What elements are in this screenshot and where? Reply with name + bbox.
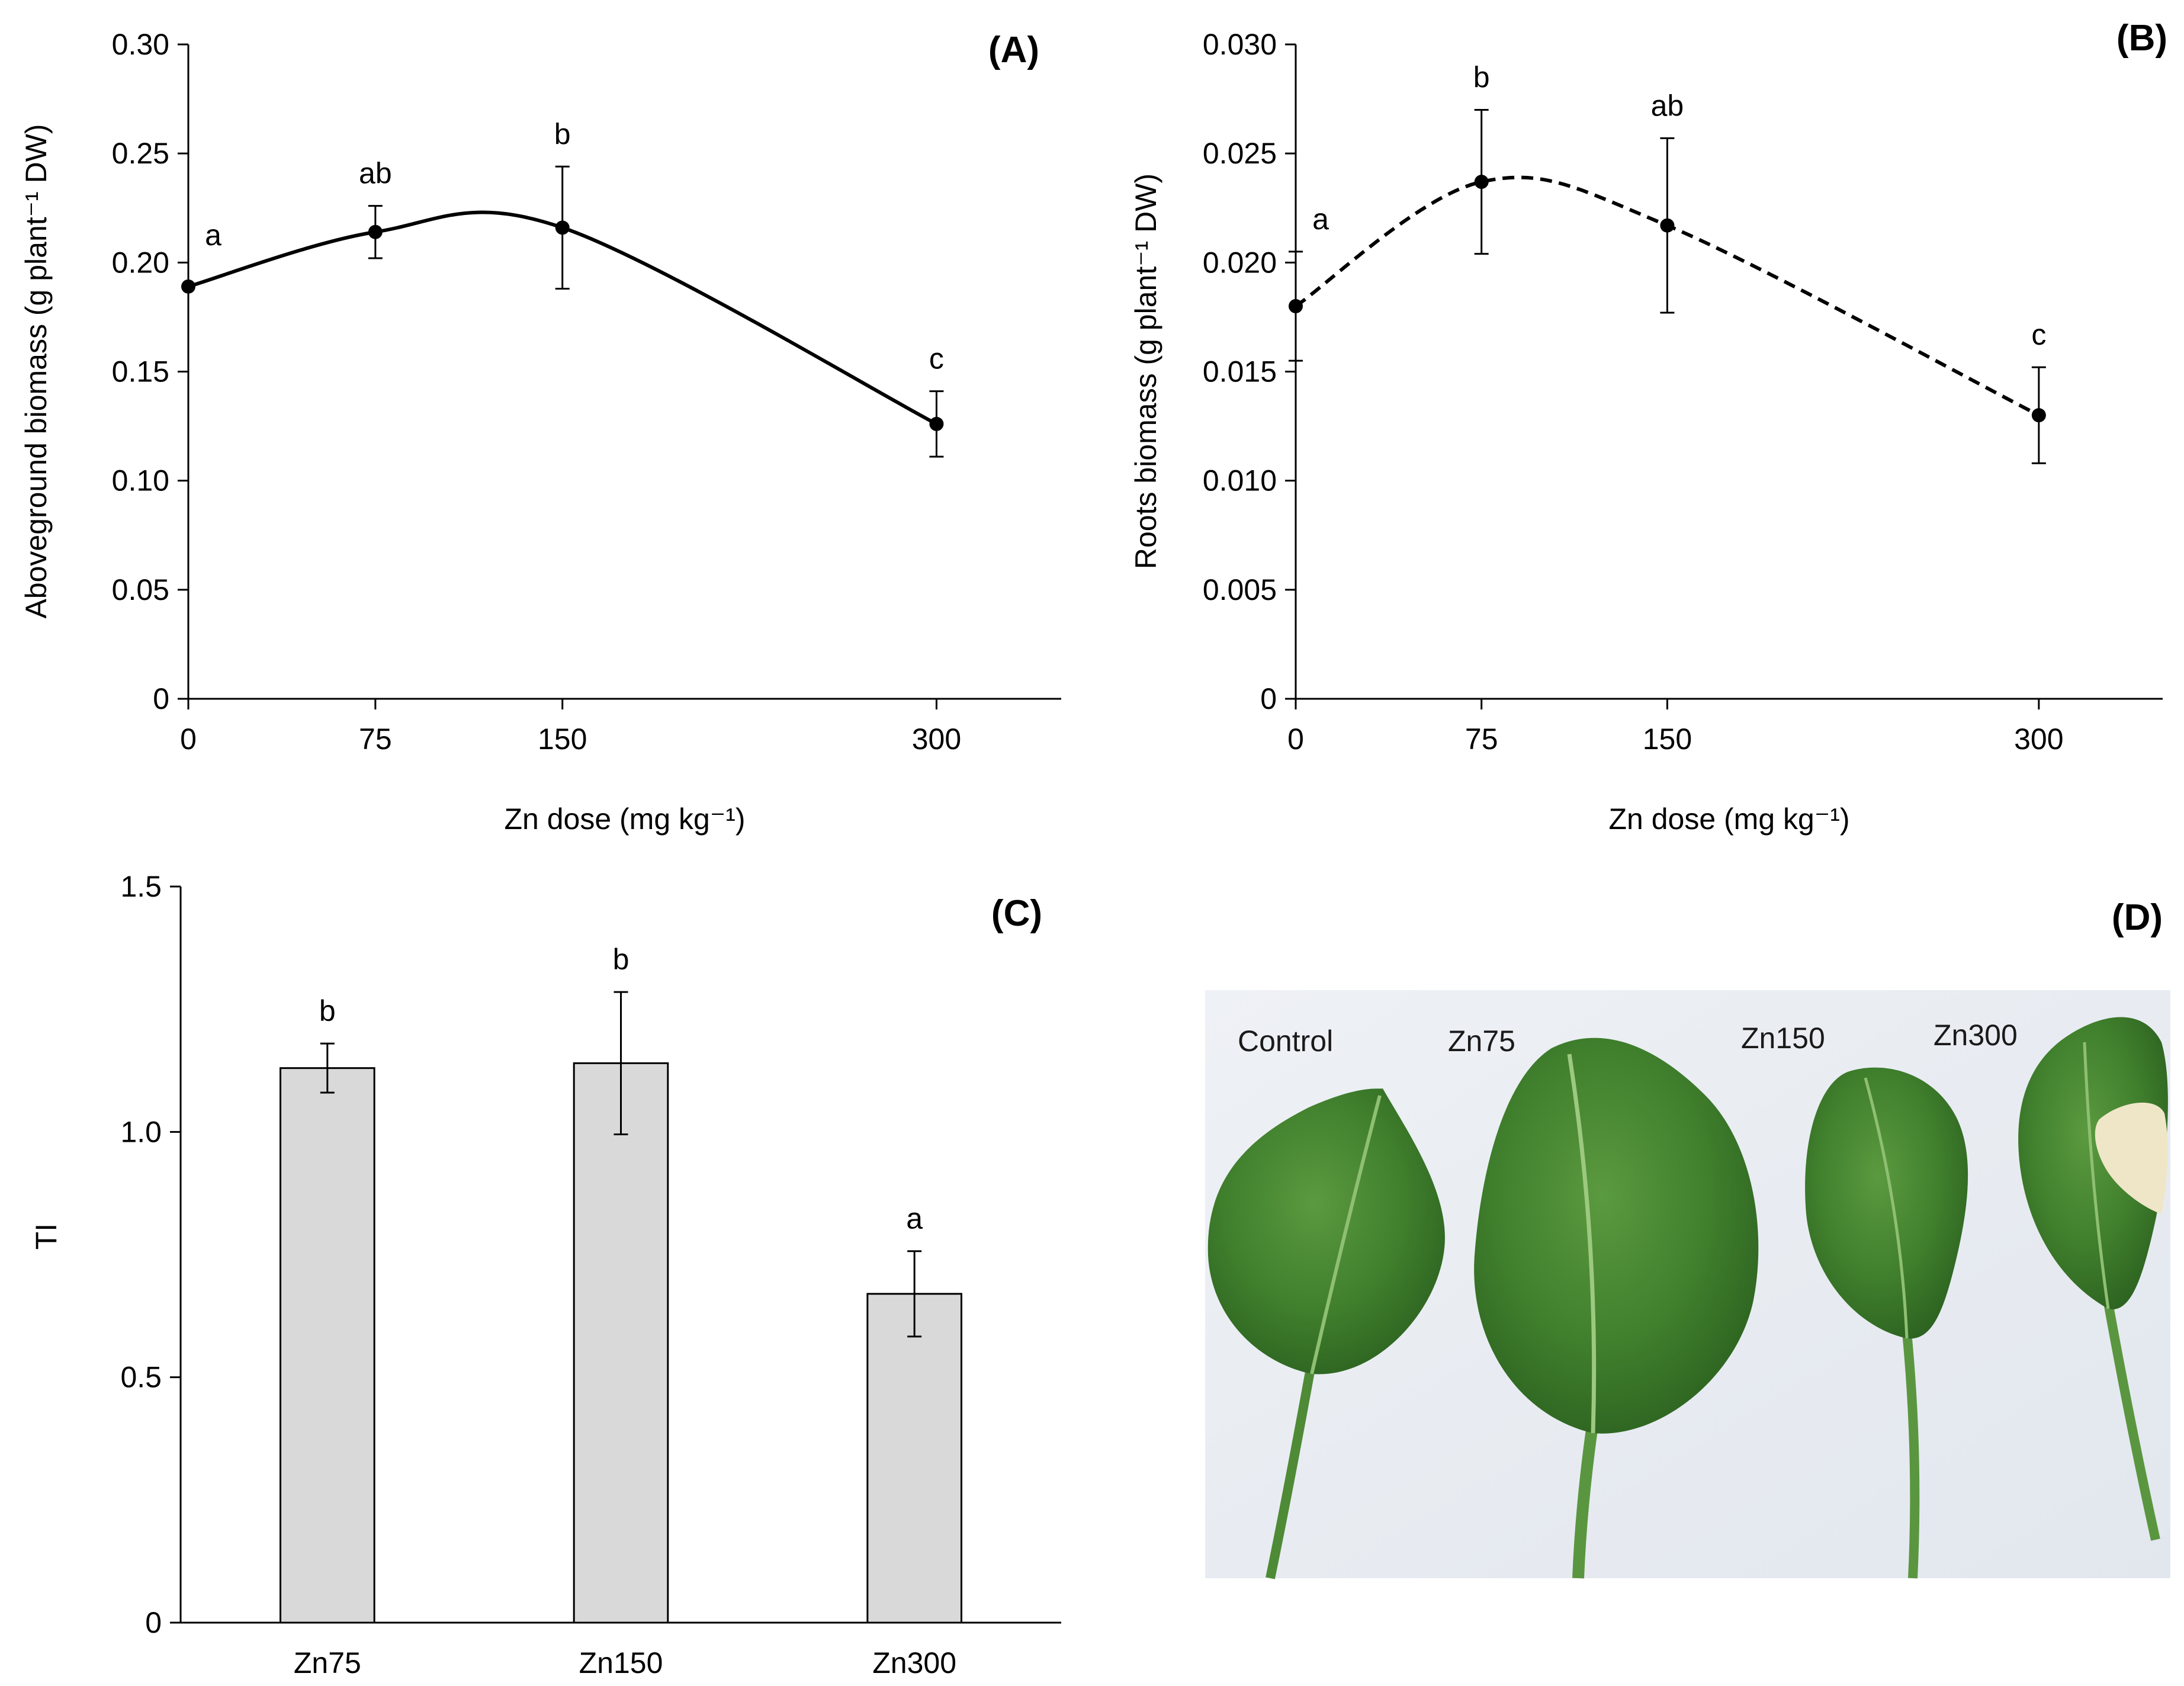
panel-a-y-tick-label: 0.10 — [112, 464, 169, 497]
panel-c-significance-letter: b — [613, 943, 629, 976]
photo-label-zn300: Zn300 — [1934, 1019, 2018, 1052]
panel-a-y-tick-label: 0.05 — [112, 573, 169, 606]
panel-c-chart: 0 0.5 1.0 1.5 b Zn75 b Zn150 a Zn300 TI (C) — [30, 870, 1061, 1679]
panel-b-significance-letter: b — [1473, 61, 1490, 94]
panel-a-x-tick-label: 300 — [912, 722, 961, 756]
zn75-leaf-stem — [1572, 1420, 1599, 1579]
panel-b-chart: 0 0.005 0.010 0.015 0.020 0.025 0.030 0 75 150 300… — [1129, 18, 2167, 836]
panel-a-x-tick-label: 0 — [180, 722, 197, 756]
panel-a-x-axis-title: Zn dose (mg kg⁻¹) — [504, 802, 745, 836]
panel-c-category-label: Zn150 — [579, 1646, 663, 1679]
panel-c-y-axis-title: TI — [30, 1223, 63, 1250]
panel-b-y-axis-title: Roots biomass (g plant⁻¹ DW) — [1129, 174, 1162, 569]
panel-a-data-point — [929, 416, 944, 431]
panel-c-significance-letter: a — [906, 1202, 923, 1235]
panel-b-significance-letter: ab — [1651, 89, 1684, 122]
photo-label-control: Control — [1238, 1025, 1333, 1058]
panel-b-data-point — [2031, 408, 2046, 423]
panel-a-y-axis-title: Aboveground biomass (g plant⁻¹ DW) — [20, 124, 53, 618]
panel-b-y-tick-label: 0.010 — [1203, 464, 1277, 497]
panel-c-panel-label: (C) — [991, 893, 1042, 934]
panel-b-data-point — [1660, 218, 1675, 233]
panel-b-x-tick-label: 75 — [1465, 722, 1498, 756]
panel-c-y-tick-label: 0 — [145, 1606, 162, 1639]
panel-b-panel-label: (B) — [2116, 18, 2167, 59]
panel-a-data-point — [181, 279, 195, 294]
panel-c-category-label: Zn300 — [872, 1646, 956, 1679]
panel-c-bar — [866, 1293, 962, 1624]
panel-a-chart: 0 0.05 0.10 0.15 0.20 0.25 0.30 0 75 150 300 a ab b c Z… — [20, 28, 1061, 836]
control-leaf — [1207, 1088, 1445, 1375]
panel-a-y-tick-label: 0.30 — [112, 28, 169, 61]
panel-a-y-tick-label: 0.25 — [112, 137, 169, 170]
photo-label-zn75: Zn75 — [1448, 1025, 1515, 1058]
panel-d-photo: (D) Control Zn75 Zn150 Zn300 — [1205, 897, 2170, 1579]
panel-b-series-line — [1295, 175, 2040, 417]
panel-b-x-axis-title: Zn dose (mg kg⁻¹) — [1608, 802, 1849, 836]
panel-b-significance-letter: c — [2031, 318, 2046, 351]
panel-c-y-tick-label: 1.0 — [120, 1115, 162, 1148]
panel-c-bar — [573, 1062, 669, 1624]
panel-b-y-tick-label: 0.025 — [1203, 137, 1277, 170]
panel-a-y-tick-label: 0.20 — [112, 246, 169, 279]
panel-d-label: (D) — [2112, 897, 2163, 938]
panel-c-y-tick-label: 1.5 — [120, 870, 162, 903]
control-leaf-midrib — [1310, 1095, 1382, 1375]
panel-b-x-tick-label: 300 — [2014, 722, 2063, 756]
zn150-leaf-stem — [1902, 1332, 1920, 1579]
panel-c-y-tick-label: 0.5 — [120, 1361, 162, 1394]
panel-a-data-point — [368, 224, 383, 239]
panel-b-y-tick-label: 0.015 — [1203, 355, 1277, 388]
panel-c-bar — [280, 1067, 375, 1624]
panel-b-y-tick-label: 0.005 — [1203, 573, 1277, 606]
panel-a-series-line — [188, 210, 937, 426]
panel-a-panel-label: (A) — [988, 30, 1039, 70]
zn300-leaf-midrib — [2083, 1042, 2110, 1309]
photo-label-zn150: Zn150 — [1741, 1022, 1825, 1055]
panel-b-y-tick-label: 0 — [1260, 682, 1277, 715]
panel-a-significance-letter: c — [929, 342, 944, 375]
panel-b-x-tick-label: 0 — [1287, 722, 1304, 756]
panel-a-significance-letter: b — [554, 117, 571, 150]
zn150-leaf — [1805, 1067, 1968, 1339]
panel-b-y-tick-label: 0.030 — [1203, 28, 1277, 61]
panel-c-category-label: Zn75 — [294, 1646, 361, 1679]
panel-b-data-point — [1289, 299, 1303, 313]
panel-a-data-point — [555, 220, 570, 235]
panel-b-x-tick-label: 150 — [1643, 722, 1692, 756]
zn150-leaf-midrib — [1864, 1077, 1909, 1339]
zn75-leaf — [1474, 1038, 1759, 1434]
control-leaf-stem — [1266, 1361, 1316, 1579]
panel-b-data-point — [1474, 175, 1489, 190]
panel-b-significance-letter: a — [1312, 203, 1329, 236]
zn300-leaf-stem — [2103, 1302, 2160, 1541]
zn300-leaf-necrosis — [2095, 1102, 2168, 1214]
panel-a-significance-letter: ab — [359, 157, 392, 190]
panel-c-significance-letter: b — [319, 994, 336, 1027]
panel-b-y-tick-label: 0.020 — [1203, 246, 1277, 279]
zn75-leaf-midrib — [1567, 1054, 1597, 1434]
panel-a-x-tick-label: 75 — [359, 722, 392, 756]
panel-a-x-tick-label: 150 — [538, 722, 587, 756]
panel-a-y-tick-label: 0 — [153, 682, 169, 715]
panel-a-y-tick-label: 0.15 — [112, 355, 169, 388]
panel-a-significance-letter: a — [205, 219, 221, 252]
